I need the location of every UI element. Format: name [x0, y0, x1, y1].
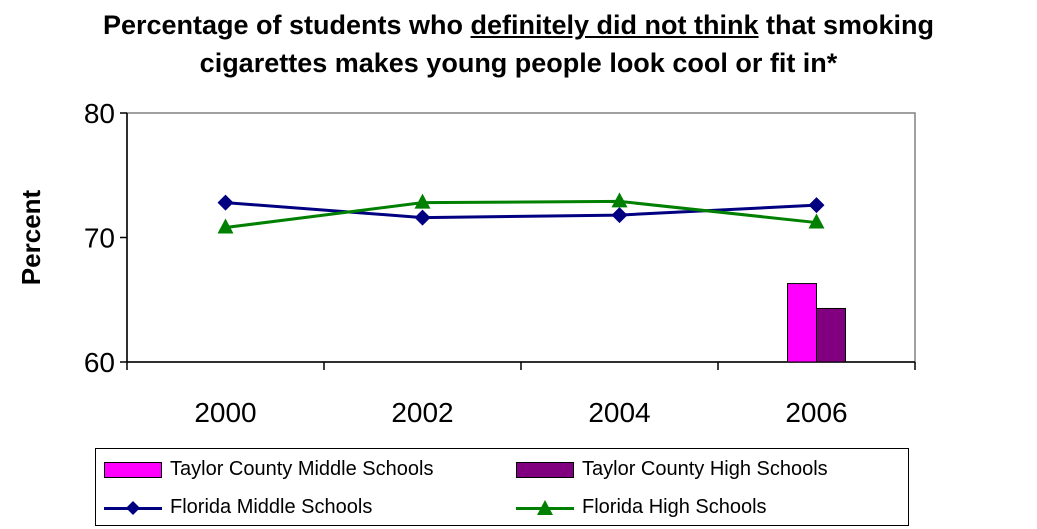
data-point: [611, 207, 628, 224]
legend-label-taylor-high: Taylor County High Schools: [582, 458, 828, 480]
x-tick-label: 2002: [391, 397, 453, 428]
data-point: [217, 194, 234, 211]
title-text-underlined: definitely did not think: [470, 10, 759, 40]
title-text-b: that smoking: [758, 10, 935, 40]
chart-title: Percentage of students who definitely di…: [0, 6, 1037, 82]
x-tick-label: 2004: [588, 397, 650, 428]
legend-swatch-florida-high: [516, 498, 574, 518]
bar: [816, 307, 846, 363]
series-line: [225, 199, 817, 230]
chart-title-line-1: Percentage of students who definitely di…: [0, 6, 1037, 44]
legend-label-taylor-middle: Taylor County Middle Schools: [170, 458, 434, 480]
data-point: [611, 192, 628, 208]
legend-item-florida-middle: Florida Middle Schools: [104, 496, 372, 519]
series-line: [225, 201, 817, 220]
x-tick-label: 2000: [194, 397, 256, 428]
legend-label-florida-middle: Florida Middle Schools: [170, 496, 373, 518]
diamond-marker-icon: [126, 500, 140, 515]
legend: Taylor County Middle Schools Taylor Coun…: [95, 448, 909, 526]
data-point: [414, 209, 431, 226]
legend-item-taylor-high: Taylor County High Schools: [516, 458, 828, 481]
x-tick-label: 2006: [785, 397, 847, 428]
y-tick-label: 80: [84, 98, 115, 129]
legend-item-taylor-middle: Taylor County Middle Schools: [104, 458, 433, 481]
chart-title-line-2: cigarettes makes young people look cool …: [199, 48, 838, 78]
data-point: [414, 193, 431, 209]
y-tick-label: 60: [84, 347, 115, 378]
legend-swatch-taylor-high: [516, 461, 574, 478]
bar: [787, 283, 817, 363]
legend-swatch-florida-middle: [104, 498, 162, 518]
title-text-a: Percentage of students who: [102, 10, 471, 40]
y-tick-label: 70: [84, 223, 115, 254]
legend-label-florida-high: Florida High Schools: [582, 496, 767, 518]
triangle-marker-icon: [537, 499, 553, 515]
y-axis-label: Percent: [16, 189, 46, 285]
legend-item-florida-high: Florida High Schools: [516, 496, 767, 519]
data-point: [808, 197, 825, 214]
data-point: [808, 213, 825, 229]
legend-swatch-taylor-middle: [104, 461, 162, 478]
data-point: [217, 218, 234, 234]
